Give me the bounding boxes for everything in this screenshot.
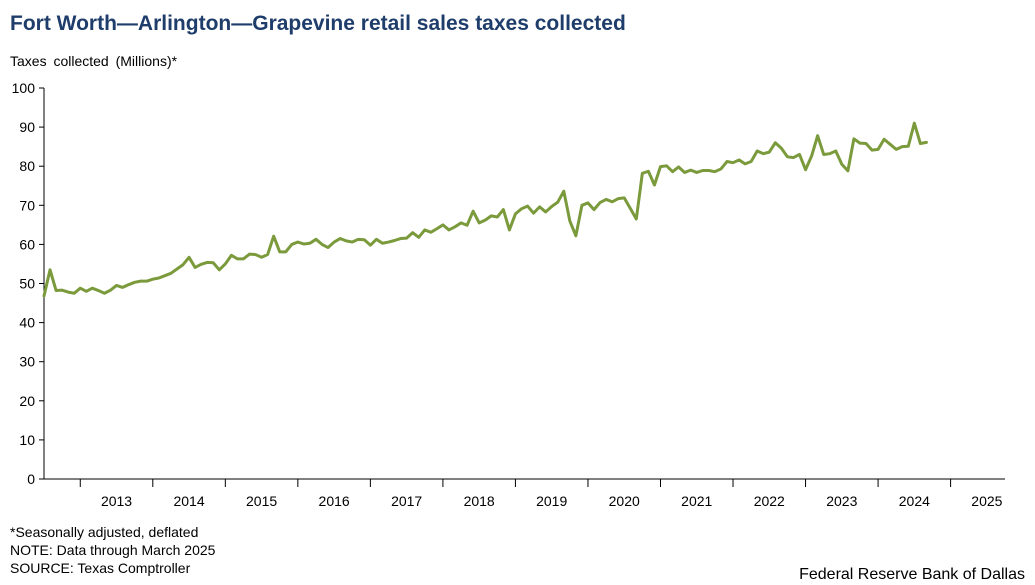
x-tick-label: 2021 — [681, 493, 712, 509]
x-tick-label: 2013 — [101, 493, 132, 509]
y-tick-label: 90 — [19, 119, 35, 135]
y-tick-label: 30 — [19, 354, 35, 370]
x-tick-label: 2018 — [464, 493, 495, 509]
publisher-credit: Federal Reserve Bank of Dallas — [799, 566, 1025, 583]
footnote-seasonal: *Seasonally adjusted, deflated — [10, 524, 199, 540]
x-tick-label: 2016 — [319, 493, 350, 509]
y-tick-label: 80 — [19, 158, 35, 174]
footnote-note: NOTE: Data through March 2025 — [10, 542, 216, 558]
x-tick-label: 2017 — [391, 493, 422, 509]
x-axis-ticks: 2013 2014 2015 2016 2017 2018 2019 2020 2021 2022… — [79, 479, 1003, 509]
y-axis-ticks: 0 10 20 30 40 50 60 70 80 90 100 — [12, 80, 44, 487]
chart-title: Fort Worth—Arlington—Grapevine retail sa… — [10, 12, 626, 35]
y-tick-label: 50 — [19, 276, 35, 292]
y-tick-label: 20 — [19, 393, 35, 409]
x-tick-label: 2019 — [536, 493, 567, 509]
x-tick-label: 2025 — [971, 493, 1002, 509]
x-tick-label: 2015 — [246, 493, 277, 509]
series-line — [42, 121, 928, 298]
y-tick-label: 10 — [19, 432, 35, 448]
x-tick-label: 2014 — [173, 493, 204, 509]
y-tick-label: 40 — [19, 315, 35, 331]
footnotes: *Seasonally adjusted, deflated NOTE: Dat… — [10, 523, 215, 577]
x-tick-label: 2023 — [826, 493, 857, 509]
y-axis-label: Taxes collected (Millions)* — [10, 53, 178, 69]
footnote-source: SOURCE: Texas Comptroller — [10, 560, 191, 576]
x-tick-label: 2024 — [899, 493, 930, 509]
y-tick-label: 100 — [12, 80, 36, 96]
x-tick-label: 2020 — [609, 493, 640, 509]
y-tick-label: 70 — [19, 197, 35, 213]
x-tick-label: 2022 — [754, 493, 785, 509]
y-tick-label: 60 — [19, 236, 35, 252]
y-tick-label: 0 — [27, 471, 35, 487]
